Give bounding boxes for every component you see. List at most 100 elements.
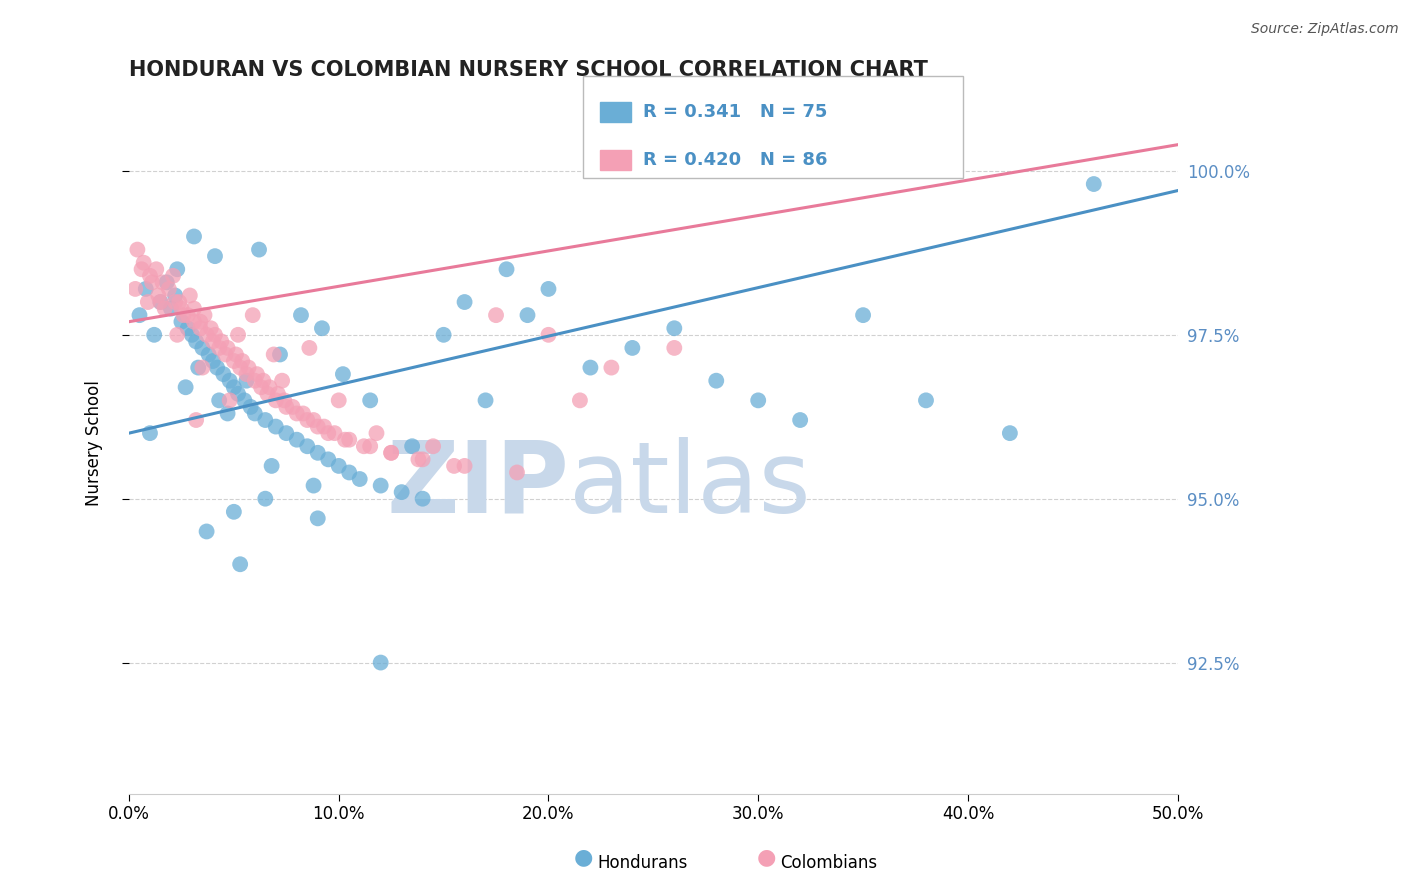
Point xyxy=(180,327,202,342)
Point xyxy=(453,458,475,473)
Point xyxy=(179,288,201,302)
Point xyxy=(328,458,350,473)
Point xyxy=(197,347,219,361)
Point xyxy=(312,419,335,434)
Point xyxy=(252,374,274,388)
Point xyxy=(401,439,423,453)
Point xyxy=(124,282,146,296)
Point xyxy=(201,334,224,349)
Point xyxy=(195,524,218,539)
Point xyxy=(298,341,321,355)
Point xyxy=(247,243,270,257)
Point xyxy=(264,393,287,408)
Point xyxy=(290,308,312,322)
Point xyxy=(183,229,205,244)
Point xyxy=(256,386,278,401)
Point xyxy=(139,426,162,441)
Point xyxy=(222,505,245,519)
Point xyxy=(143,327,166,342)
Point xyxy=(307,511,329,525)
Point xyxy=(297,439,319,453)
Point xyxy=(201,354,224,368)
Point xyxy=(380,446,402,460)
Point xyxy=(333,433,356,447)
Point xyxy=(208,393,231,408)
Point xyxy=(276,400,298,414)
Point xyxy=(664,321,686,335)
Text: Hondurans: Hondurans xyxy=(598,855,688,872)
Point xyxy=(998,426,1021,441)
Point xyxy=(195,327,218,342)
Point xyxy=(184,413,207,427)
Point xyxy=(239,400,262,414)
Point xyxy=(537,282,560,296)
Point xyxy=(235,367,257,381)
Point xyxy=(242,308,264,322)
Point xyxy=(704,374,727,388)
Point xyxy=(422,439,444,453)
Point xyxy=(145,262,167,277)
Point xyxy=(243,407,266,421)
Point xyxy=(183,301,205,316)
Point xyxy=(337,466,360,480)
Point xyxy=(229,558,252,572)
Point xyxy=(273,393,295,408)
Point xyxy=(852,308,875,322)
Point xyxy=(307,419,329,434)
Point xyxy=(187,360,209,375)
Point xyxy=(254,413,277,427)
Point xyxy=(204,249,226,263)
Point xyxy=(191,360,214,375)
Point xyxy=(380,446,402,460)
Point xyxy=(128,308,150,322)
Point xyxy=(292,407,315,421)
Point xyxy=(263,347,285,361)
Point xyxy=(177,321,200,335)
Point xyxy=(238,360,260,375)
Point xyxy=(307,446,329,460)
Point xyxy=(353,439,375,453)
Point xyxy=(191,341,214,355)
Point xyxy=(254,491,277,506)
Point xyxy=(579,360,602,375)
Point xyxy=(495,262,517,277)
Point xyxy=(328,393,350,408)
Point xyxy=(747,393,769,408)
Point xyxy=(162,268,184,283)
Point xyxy=(789,413,811,427)
Point xyxy=(259,380,281,394)
Text: ZIP: ZIP xyxy=(387,436,569,533)
Point xyxy=(169,295,191,310)
Point xyxy=(664,341,686,355)
Point xyxy=(183,315,205,329)
Point xyxy=(267,386,290,401)
Point xyxy=(141,276,163,290)
Point xyxy=(233,393,256,408)
Point xyxy=(621,341,644,355)
Point xyxy=(600,360,623,375)
Text: HONDURAN VS COLOMBIAN NURSERY SCHOOL CORRELATION CHART: HONDURAN VS COLOMBIAN NURSERY SCHOOL COR… xyxy=(129,60,928,79)
Point xyxy=(166,262,188,277)
Point xyxy=(131,262,153,277)
Point xyxy=(229,360,252,375)
Point xyxy=(412,452,434,467)
Point xyxy=(1083,177,1105,191)
Point xyxy=(359,393,381,408)
Point xyxy=(208,341,231,355)
Point xyxy=(337,433,360,447)
Point xyxy=(222,354,245,368)
Text: ●: ● xyxy=(574,847,593,867)
Point xyxy=(271,374,294,388)
Point xyxy=(246,367,269,381)
Point xyxy=(433,327,456,342)
Point xyxy=(184,334,207,349)
Text: R = 0.420   N = 86: R = 0.420 N = 86 xyxy=(643,151,827,169)
Point xyxy=(148,288,170,302)
Point xyxy=(136,295,159,310)
Point xyxy=(218,393,240,408)
Point xyxy=(302,478,325,492)
Point xyxy=(366,426,388,441)
Point xyxy=(359,439,381,453)
Point xyxy=(152,276,174,290)
Point xyxy=(250,380,273,394)
